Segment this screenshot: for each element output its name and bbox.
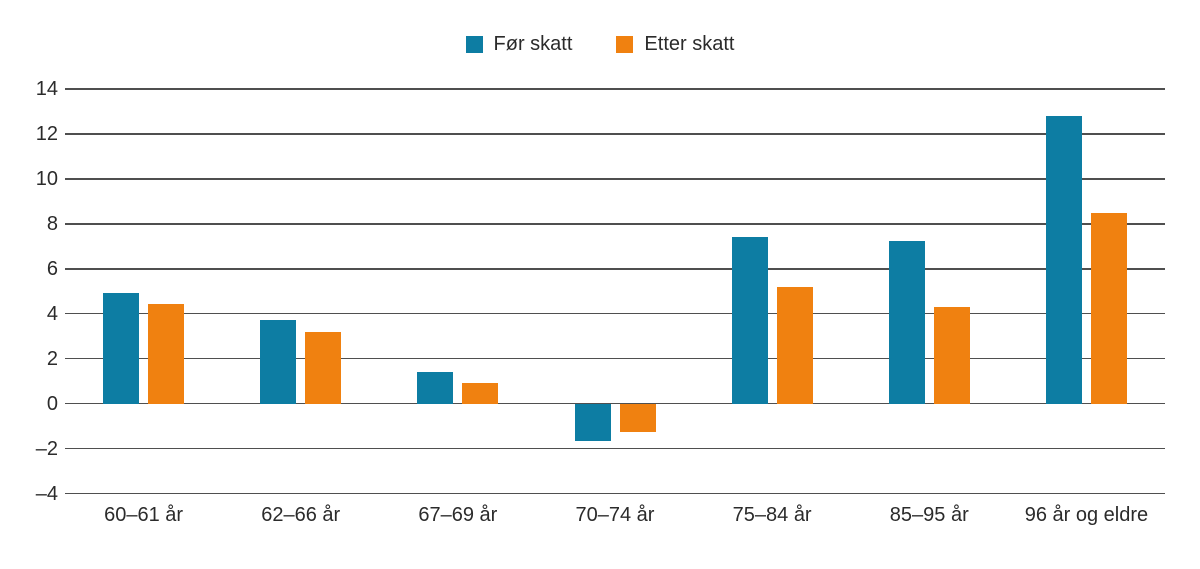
gridline <box>65 492 1165 495</box>
legend-label-for-skatt: Før skatt <box>493 33 573 55</box>
bar-etter-skatt <box>148 303 185 404</box>
bar-for-skatt <box>1045 115 1082 404</box>
gridline <box>65 357 1165 360</box>
gridline <box>65 268 1165 270</box>
gridline <box>65 88 1165 90</box>
x-tick-label: 96 år og eldre <box>1024 504 1149 526</box>
legend-label-etter-skatt: Etter skatt <box>644 33 735 55</box>
gridline <box>65 133 1165 135</box>
y-tick-label: 10 <box>35 167 58 190</box>
y-tick-label: 2 <box>46 347 58 370</box>
bar-etter-skatt <box>305 331 342 404</box>
x-tick-label: 60–61 år <box>104 504 184 526</box>
gridline <box>65 223 1165 225</box>
x-tick-label: 85–95 år <box>889 504 969 526</box>
bar-etter-skatt <box>462 383 499 404</box>
y-tick-label: 4 <box>46 302 58 325</box>
legend-swatch-etter-skatt <box>616 36 634 53</box>
x-tick-label: 67–69 år <box>418 504 498 526</box>
y-axis-labels: 14 12 10 8 6 4 2 0 –2 –4 <box>0 0 58 569</box>
legend-swatch-for-skatt <box>465 36 483 53</box>
bar-for-skatt <box>103 293 140 404</box>
y-tick-label: 0 <box>46 392 58 415</box>
y-tick-label: 8 <box>46 212 58 235</box>
y-tick-label: 6 <box>46 257 58 280</box>
bar-etter-skatt <box>776 286 813 404</box>
x-tick-label: 62–66 år <box>261 504 341 526</box>
y-tick-label: 12 <box>35 122 58 145</box>
gridline <box>65 402 1165 405</box>
bar-for-skatt <box>574 403 611 441</box>
y-tick-label: –4 <box>35 482 58 505</box>
bar-for-skatt <box>260 320 297 404</box>
y-tick-label: –2 <box>35 437 58 460</box>
chart-legend: Før skatt Etter skatt <box>0 33 1200 56</box>
gridline <box>65 447 1165 450</box>
x-tick-label: 70–74 år <box>575 504 655 526</box>
bar-for-skatt <box>888 240 925 404</box>
bar-for-skatt <box>417 372 454 404</box>
gridline <box>65 312 1165 315</box>
legend-item-for-skatt: Før skatt <box>465 33 573 56</box>
bar-etter-skatt <box>933 306 970 404</box>
legend-item-etter-skatt: Etter skatt <box>616 33 734 56</box>
y-tick-label: 14 <box>35 78 58 100</box>
bar-etter-skatt <box>619 403 656 432</box>
gridline <box>65 178 1165 180</box>
bar-etter-skatt <box>1090 212 1127 404</box>
x-tick-label: 75–84 år <box>732 504 812 526</box>
bar-for-skatt <box>731 237 768 404</box>
